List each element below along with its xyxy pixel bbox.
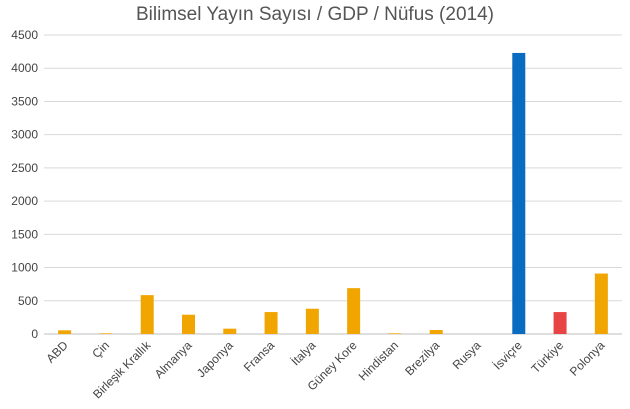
y-tick-label: 3500	[11, 94, 38, 108]
bar	[512, 52, 526, 334]
x-tick-label: Almanya	[152, 338, 195, 381]
x-tick-label: Fransa	[241, 338, 278, 375]
bar	[429, 330, 443, 334]
y-axis-tick-labels: 0 500 1000 1500 2000 2500 3000 3500 4000 4500	[11, 28, 38, 341]
y-tick-label: 3000	[11, 128, 38, 142]
y-tick-label: 500	[18, 294, 38, 308]
bar	[99, 333, 113, 334]
y-tick-label: 1000	[11, 261, 38, 275]
y-tick-label: 4000	[11, 61, 38, 75]
bar	[140, 295, 154, 334]
x-tick-label: Brezilya	[402, 338, 442, 378]
bars	[58, 52, 608, 334]
gridlines	[44, 34, 622, 335]
x-tick-label: Türkiye	[528, 338, 566, 376]
bar	[305, 308, 319, 334]
bar	[264, 312, 278, 334]
y-tick-label: 2000	[11, 194, 38, 208]
bar	[182, 314, 195, 334]
bar	[223, 328, 237, 334]
y-tick-label: 4500	[11, 28, 38, 42]
x-tick-label: Hindistan	[356, 338, 401, 383]
bar	[553, 312, 567, 334]
bar	[594, 273, 608, 334]
bar	[58, 330, 72, 334]
x-tick-label: İtalya	[288, 338, 318, 368]
y-tick-label: 0	[31, 327, 38, 341]
x-tick-label: Japonya	[194, 338, 236, 380]
y-tick-label: 1500	[11, 227, 38, 241]
x-tick-label: Çin	[89, 338, 112, 361]
bar	[388, 333, 402, 334]
x-tick-label: Polonya	[567, 338, 608, 379]
y-tick-label: 2500	[11, 161, 38, 175]
x-tick-label: İsviçre	[490, 338, 525, 373]
bar	[347, 288, 361, 334]
chart-title: Bilimsel Yayın Sayısı / GDP / Nüfus (201…	[136, 4, 494, 25]
x-tick-label: ABD	[43, 338, 71, 366]
x-tick-label: Rusya	[450, 338, 484, 372]
